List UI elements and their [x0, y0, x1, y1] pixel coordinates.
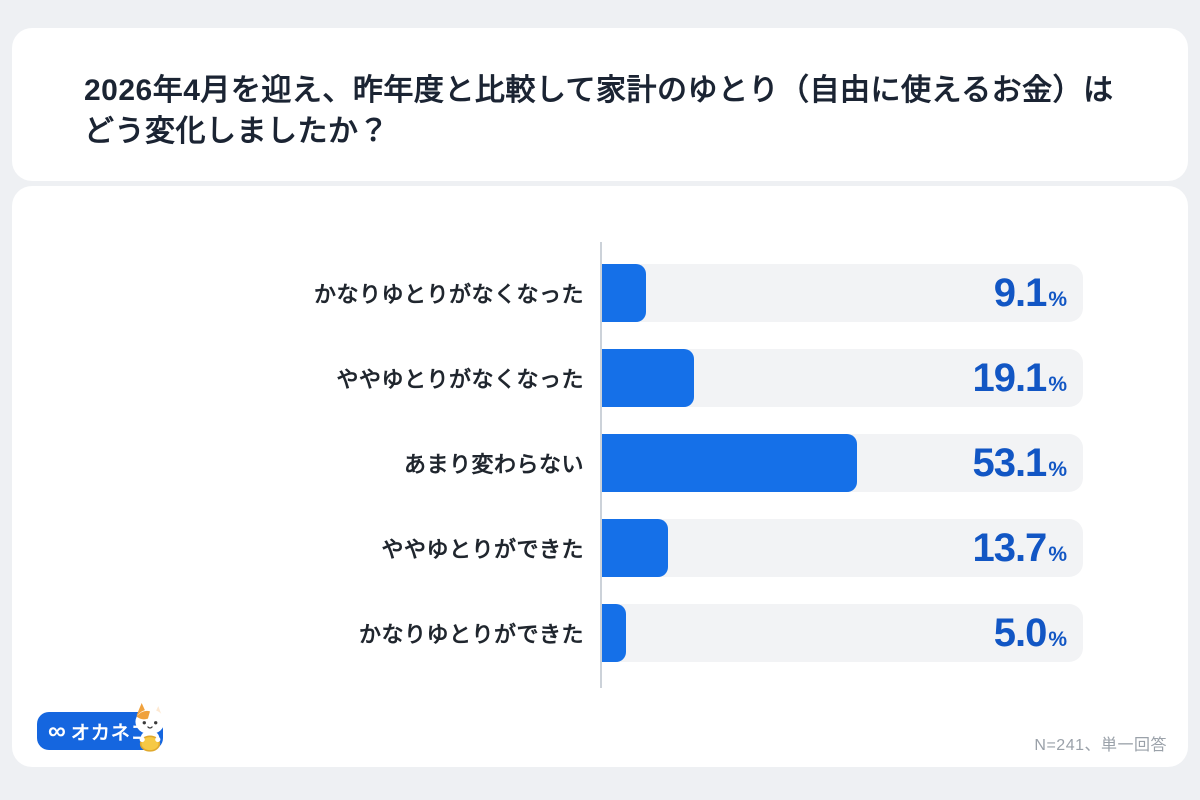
- bar-track: 9.1%: [602, 264, 1083, 322]
- row-label: ややゆとりができた: [381, 537, 584, 562]
- bar-value-inner: 13.7%: [972, 526, 1067, 571]
- value-number: 13.7: [972, 525, 1047, 570]
- bar-fill: [602, 519, 668, 577]
- chart-row: かなりゆとりがなくなった 9.1%: [12, 264, 1188, 322]
- row-label: かなりゆとりがなくなった: [313, 282, 584, 307]
- value-number: 9.1: [993, 270, 1048, 315]
- value-number: 53.1: [972, 440, 1047, 485]
- question-title-line-1: 2026年4月を迎え、昨年度と比較して家計のゆとり（自由に使えるお金）は: [84, 74, 1114, 107]
- bar-track: 5.0%: [602, 604, 1083, 662]
- bar-value-inner: 19.1%: [972, 356, 1067, 401]
- bar-value-inner: 5.0%: [994, 611, 1067, 656]
- question-title-line-2: どう変化しましたか？: [84, 115, 389, 148]
- percent-sign: %: [1048, 287, 1067, 311]
- chart-row: かなりゆとりができた 5.0%: [12, 604, 1188, 662]
- axis-line: [600, 242, 602, 688]
- percent-sign: %: [1048, 542, 1067, 566]
- percent-sign: %: [1048, 457, 1067, 481]
- value-number: 5.0: [993, 610, 1048, 655]
- bar-track: 13.7%: [602, 519, 1083, 577]
- bar-chart: かなりゆとりがなくなった 9.1% ややゆとりがなくなった 19.1% あまり変…: [12, 264, 1188, 689]
- question-card: 2026年4月を迎え、昨年度と比較して家計のゆとり（自由に使えるお金）は どう変…: [12, 28, 1188, 181]
- bar-fill: [602, 264, 646, 322]
- bar-value: 19.1%: [972, 349, 1067, 407]
- bar-value-inner: 9.1%: [994, 271, 1067, 316]
- infinity-icon: ∞: [48, 716, 66, 745]
- chart-row: ややゆとりがなくなった 19.1%: [12, 349, 1188, 407]
- row-label: あまり変わらない: [403, 452, 584, 477]
- chart-card: かなりゆとりがなくなった 9.1% ややゆとりがなくなった 19.1% あまり変…: [12, 186, 1188, 767]
- chart-row: あまり変わらない 53.1%: [12, 434, 1188, 492]
- bar-value: 9.1%: [994, 264, 1067, 322]
- bar-value-inner: 53.1%: [972, 441, 1067, 486]
- bar-value: 53.1%: [972, 434, 1067, 492]
- brand-name: オカネコ: [70, 722, 151, 744]
- bar-fill: [602, 349, 694, 407]
- bar-track: 53.1%: [602, 434, 1083, 492]
- bar-fill: [602, 434, 858, 492]
- chart-row: ややゆとりができた 13.7%: [12, 519, 1188, 577]
- row-label: かなりゆとりができた: [358, 622, 584, 647]
- sample-note: N=241、単一回答: [1034, 737, 1167, 754]
- percent-sign: %: [1048, 627, 1067, 651]
- bar-value: 5.0%: [994, 604, 1067, 662]
- bar-value: 13.7%: [972, 519, 1067, 577]
- row-label: ややゆとりがなくなった: [336, 367, 584, 392]
- bar-fill: [602, 604, 627, 662]
- value-number: 19.1: [972, 355, 1047, 400]
- percent-sign: %: [1048, 372, 1067, 396]
- bar-track: 19.1%: [602, 349, 1083, 407]
- cat-mascot-icon: [135, 703, 165, 752]
- brand-badge: ∞ オカネコ: [37, 703, 165, 752]
